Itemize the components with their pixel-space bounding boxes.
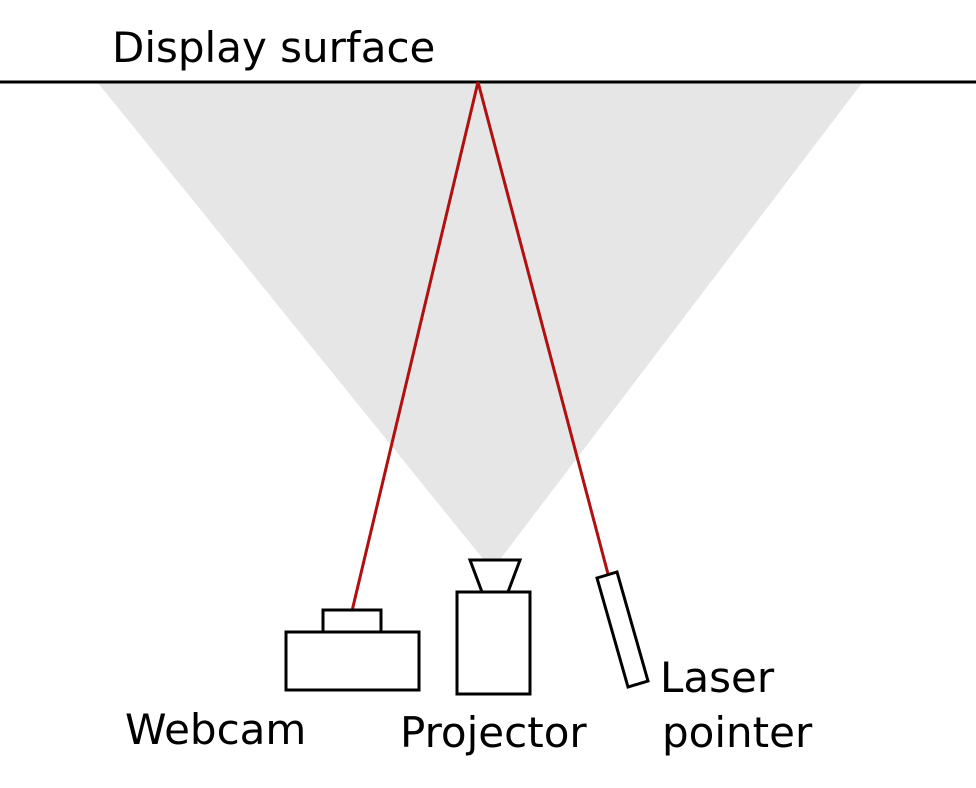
display-surface-label: Display surface — [112, 23, 435, 72]
webcam-label: Webcam — [125, 705, 306, 754]
webcam-lens — [321, 608, 383, 634]
laser-pointer-label-line2: pointer — [662, 708, 813, 757]
laser-beam-from-pointer — [476, 81, 610, 575]
projector-device — [455, 558, 532, 696]
webcam-device — [284, 608, 421, 692]
projector-body — [455, 590, 532, 696]
projector-lens — [467, 558, 523, 594]
webcam-body — [284, 630, 421, 692]
projector-label: Projector — [400, 708, 587, 757]
projection-cone — [98, 83, 862, 570]
laser-pointer-label-line1: Laser — [660, 653, 775, 702]
laser-pointer-device — [595, 570, 650, 689]
laser-beam-to-webcam — [350, 81, 480, 612]
